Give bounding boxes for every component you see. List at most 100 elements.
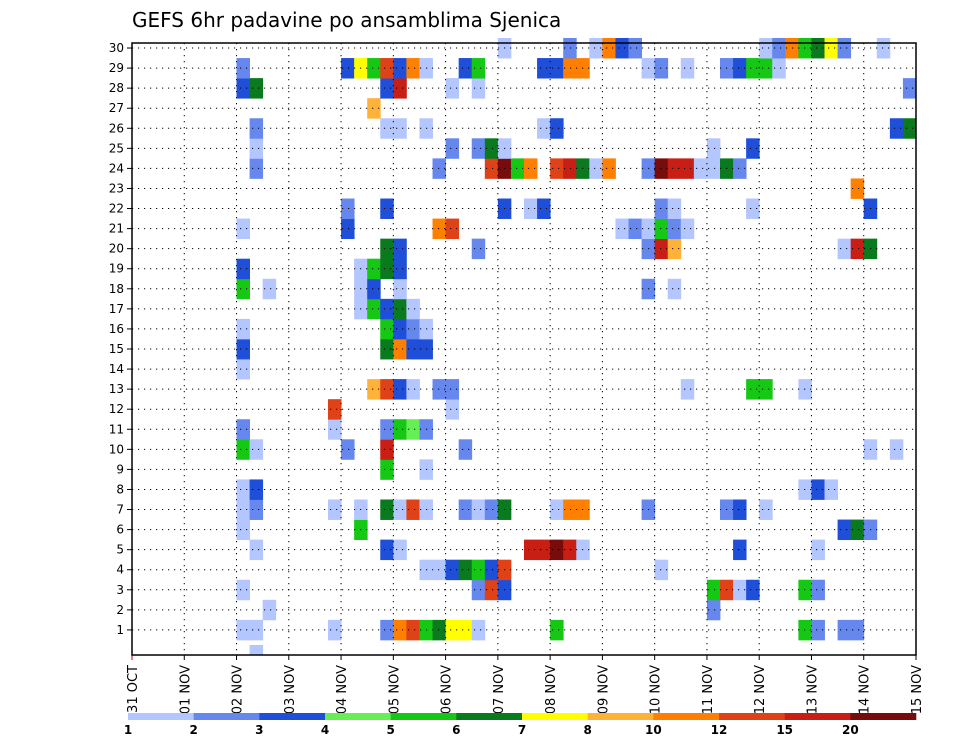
heatmap-cell [458, 559, 473, 581]
heatmap-cell [471, 499, 486, 520]
heatmap-cell [236, 218, 250, 240]
heatmap-cell [236, 439, 250, 460]
heatmap-cell [393, 499, 407, 520]
heatmap-cell [889, 439, 904, 460]
heatmap-cell [746, 379, 760, 400]
heatmap-cell [249, 619, 264, 641]
y-tick-label: 3 [116, 583, 124, 597]
heatmap-cell [902, 78, 917, 99]
heatmap-cell [524, 539, 538, 561]
heatmap-cell [236, 258, 250, 280]
heatmap-cell [341, 58, 355, 79]
y-tick-label: 29 [109, 61, 124, 75]
colorbar-label: 12 [711, 723, 728, 737]
heatmap-cell [367, 278, 381, 300]
colorbar-swatch [653, 713, 720, 720]
heatmap-cell [706, 579, 721, 601]
colorbar: 1 2 3 4 5 6 7 8 10 12 15 20 [124, 713, 917, 737]
heatmap-cell [471, 58, 486, 79]
colorbar-swatch [784, 713, 851, 720]
heatmap-cell [524, 198, 538, 219]
colorbar-label: 1 [124, 723, 132, 737]
plot-frame [131, 42, 917, 656]
y-tick-label: 14 [109, 362, 124, 376]
heatmap-cell [393, 379, 407, 400]
heatmap-cell [706, 599, 721, 621]
heatmap-cell [393, 78, 407, 99]
heatmap-cell [249, 499, 264, 520]
heatmap-cell [824, 37, 838, 59]
heatmap-cell [445, 619, 460, 641]
heatmap-cell [249, 78, 264, 99]
x-tick-label: 12 NOV [753, 665, 768, 714]
heatmap-cell [393, 338, 407, 360]
x-tick-label: 13 NOV [805, 665, 820, 714]
y-tick-label: 11 [109, 422, 124, 436]
heatmap-cell [249, 644, 264, 656]
heatmap-cell [380, 419, 394, 440]
heatmap-cell [380, 499, 394, 520]
heatmap-cell [550, 619, 564, 641]
heatmap-cell [746, 579, 760, 601]
colorbar-label: 2 [189, 723, 197, 737]
heatmap-cell [811, 539, 825, 561]
heatmap-cell [654, 238, 669, 260]
heatmap-cell [432, 619, 446, 641]
x-axis: 31 OCT 01 NOV 02 NOV 03 NOV 04 NOV 05 NOV 06 N… [126, 655, 925, 714]
heatmap-cell [341, 439, 355, 460]
heatmap-cell [328, 419, 342, 440]
y-tick-label: 1 [116, 623, 124, 637]
heatmap-cell [380, 318, 394, 340]
heatmap-cell [537, 58, 551, 79]
heatmap-cell [680, 379, 695, 400]
heatmap-cell [406, 499, 420, 520]
y-tick-label: 28 [109, 81, 124, 95]
heatmap-cell [393, 318, 407, 340]
heatmap-cell [824, 479, 838, 500]
heatmap-cell [733, 539, 747, 561]
heatmap-cell [406, 379, 420, 400]
y-tick-label: 24 [109, 161, 124, 175]
heatmap-cell [524, 158, 538, 179]
heatmap-cell [706, 138, 721, 159]
y-axis: 1234567891011121314151617181920212223242… [109, 41, 132, 637]
heatmap-cell [733, 499, 747, 520]
colorbar-label: 5 [386, 723, 394, 737]
heatmap-cell [837, 238, 852, 260]
y-tick-label: 30 [109, 41, 124, 55]
heatmap-cell [680, 218, 695, 240]
heatmap-cell [680, 158, 695, 179]
heatmap-cell [837, 519, 852, 541]
heatmap-cell [445, 218, 460, 240]
heatmap-cell [393, 238, 407, 260]
heatmap-cell [380, 379, 394, 400]
heatmap-cell [367, 58, 381, 79]
heatmap-cell [380, 58, 394, 79]
heatmap-cell [550, 158, 564, 179]
heatmap-cell [406, 58, 420, 79]
heatmap-cell [249, 439, 264, 460]
heatmap-cell [484, 559, 499, 581]
colorbar-swatch [587, 713, 654, 720]
heatmap-cell [393, 58, 407, 79]
heatmap-cell [341, 218, 355, 240]
colorbar-label: 6 [452, 723, 460, 737]
heatmap-cell [746, 138, 760, 159]
heatmap-cell [249, 118, 264, 139]
grid-layer [132, 43, 916, 655]
heatmap-cell [406, 619, 420, 641]
heatmap-cell [563, 58, 577, 79]
heatmap-cell [471, 619, 486, 641]
heatmap-cell [654, 198, 669, 219]
heatmap-cell [550, 539, 564, 561]
heatmap-cell [811, 579, 825, 601]
x-tick-label: 10 NOV [649, 665, 664, 714]
heatmap-cell [746, 58, 760, 79]
y-tick-label: 22 [109, 202, 124, 216]
y-tick-label: 6 [116, 523, 124, 537]
heatmap-cell [445, 138, 460, 159]
heatmap-cell [393, 419, 407, 440]
heatmap-cell [432, 158, 446, 179]
y-tick-label: 25 [109, 141, 124, 155]
